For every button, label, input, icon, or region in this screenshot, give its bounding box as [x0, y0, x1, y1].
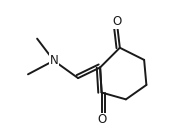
Text: N: N	[50, 54, 58, 67]
Text: O: O	[97, 113, 106, 126]
Text: O: O	[112, 15, 121, 28]
